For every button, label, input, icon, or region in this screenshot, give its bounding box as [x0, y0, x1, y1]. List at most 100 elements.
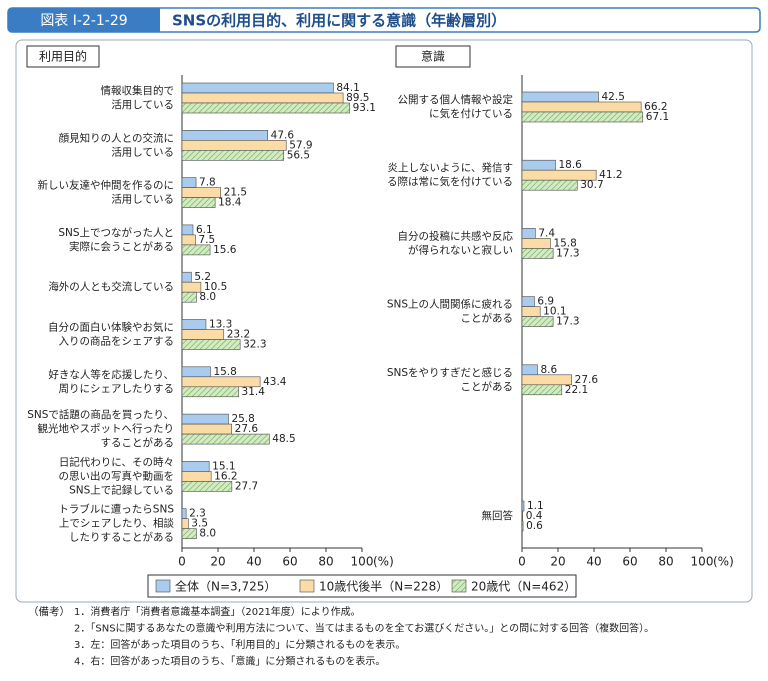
bar	[181, 461, 210, 472]
bar	[181, 386, 239, 398]
value-label: 93.1	[353, 102, 376, 114]
header-label: 図表 I-2-1-29	[40, 13, 127, 29]
category-label: 好きな人等を応援したり、周りにシェアしたりする	[48, 368, 174, 395]
value-label: 18.4	[218, 197, 242, 209]
category-line: 好きな人等を応援したり、	[48, 368, 174, 381]
category-line: 新しい友達や仲間を作るのに	[38, 179, 175, 192]
value-label: 21.5	[224, 187, 247, 199]
x-tick-label: 20	[550, 555, 565, 569]
legend-label: 全体（N=3,725）	[175, 579, 276, 594]
value-label: 13.3	[209, 319, 232, 331]
bar	[181, 518, 189, 530]
bar	[181, 528, 197, 540]
bar	[521, 248, 554, 259]
category-line: る際は常に気を付けている	[387, 175, 513, 188]
category-line: 自分の面白い体験やお気に	[48, 321, 174, 334]
value-label: 25.8	[231, 413, 254, 425]
category-line: 顔見知りの人との交流に	[59, 131, 174, 144]
category-line: 活用している	[111, 146, 174, 158]
value-label: 8.6	[540, 364, 557, 376]
category-label: 自分の投稿に共感や反応が得られないと寂しい	[398, 229, 514, 256]
category-line: トラブルに遭ったらSNS	[58, 503, 174, 516]
value-label: 66.2	[644, 101, 667, 113]
value-label: 42.5	[602, 91, 625, 103]
note: 2．「SNSに関するあなたの意識や利用方法について、当てはまるものを全てお選びく…	[74, 622, 654, 635]
value-label: 32.3	[243, 339, 266, 351]
bar	[181, 271, 192, 283]
x-axis-unit: (%)	[713, 555, 734, 569]
bar	[181, 187, 222, 198]
bar	[181, 92, 344, 104]
x-tick-label: 0	[178, 555, 186, 569]
value-label: 1.1	[527, 500, 544, 512]
category-line: することがある	[101, 436, 175, 449]
bar	[181, 413, 229, 425]
value-label: 7.8	[199, 177, 216, 189]
value-label: 17.3	[556, 247, 579, 259]
legend-swatch	[155, 579, 171, 593]
value-label: 2.3	[189, 508, 206, 520]
bar	[181, 177, 197, 188]
header-label-box	[8, 8, 160, 32]
note: 1．消費者庁「消費者意識基本調査」（2021年度）により作成。	[74, 605, 361, 618]
value-label: 0.6	[526, 520, 543, 532]
bar	[521, 384, 563, 396]
bar	[521, 101, 642, 113]
value-label: 57.9	[289, 139, 312, 151]
notes-label: （備考）	[28, 605, 70, 618]
category-line: 活用している	[111, 99, 174, 111]
value-label: 15.1	[212, 460, 235, 472]
category-line: ことがある	[461, 312, 514, 325]
bar	[521, 364, 538, 376]
category-line: 公開する個人情報や設定	[398, 93, 514, 106]
bar	[521, 179, 578, 191]
panel-title: 意識	[421, 49, 445, 64]
category-line: 入りの商品をシェアする	[59, 335, 175, 348]
category-label: トラブルに遭ったらSNS 上でシェアしたり、相談したりすることがある	[58, 503, 174, 544]
header-title: SNSの利用目的、利用に関する意識（年齢層別）	[172, 12, 506, 30]
category-line: SNS上でつながった人と	[58, 226, 174, 239]
category-line: が得られないと寂しい	[408, 243, 513, 256]
chart-frame	[15, 39, 753, 603]
x-tick-label: 100	[691, 555, 714, 569]
bar	[181, 339, 241, 350]
category-line: ことがある	[461, 380, 514, 393]
panel-label-box	[26, 45, 100, 68]
value-label: 48.5	[272, 433, 295, 445]
category-label: SNS上でつながった人と実際に会うことがある	[58, 226, 174, 253]
value-label: 8.0	[199, 528, 216, 540]
bar	[521, 228, 536, 239]
value-label: 17.3	[556, 316, 579, 328]
bar	[181, 82, 334, 94]
bar	[521, 306, 541, 317]
value-label: 6.1	[196, 224, 213, 236]
category-label: 自分の面白い体験やお気に入りの商品をシェアする	[48, 321, 174, 348]
bar	[181, 508, 187, 520]
value-label: 16.2	[214, 470, 237, 482]
bar	[181, 366, 211, 378]
value-label: 89.5	[346, 92, 369, 104]
category-line: 観光地やスポットへ行ったり	[38, 422, 175, 435]
bar	[181, 140, 287, 151]
bar	[181, 224, 194, 236]
category-label: SNS上の人間関係に疲れることがある	[387, 298, 513, 325]
value-label: 10.1	[543, 306, 566, 318]
value-label: 47.6	[271, 129, 295, 141]
bar	[181, 433, 270, 445]
category-line: の思い出の写真や動画を	[59, 469, 175, 482]
category-label: 無回答	[482, 509, 514, 522]
bar	[521, 296, 535, 307]
x-tick-label: 80	[658, 555, 673, 569]
value-label: 43.4	[263, 376, 287, 388]
value-label: 8.0	[199, 291, 216, 303]
x-tick-label: 100	[351, 555, 374, 569]
x-tick-label: 0	[518, 555, 526, 569]
bar	[521, 520, 524, 532]
category-line: 実際に会うことがある	[69, 240, 174, 253]
value-label: 0.4	[526, 510, 543, 522]
legend-swatch	[451, 579, 467, 593]
category-label: 公開する個人情報や設定に気を付けている	[398, 93, 514, 120]
bar	[181, 102, 350, 114]
bar	[181, 150, 284, 161]
